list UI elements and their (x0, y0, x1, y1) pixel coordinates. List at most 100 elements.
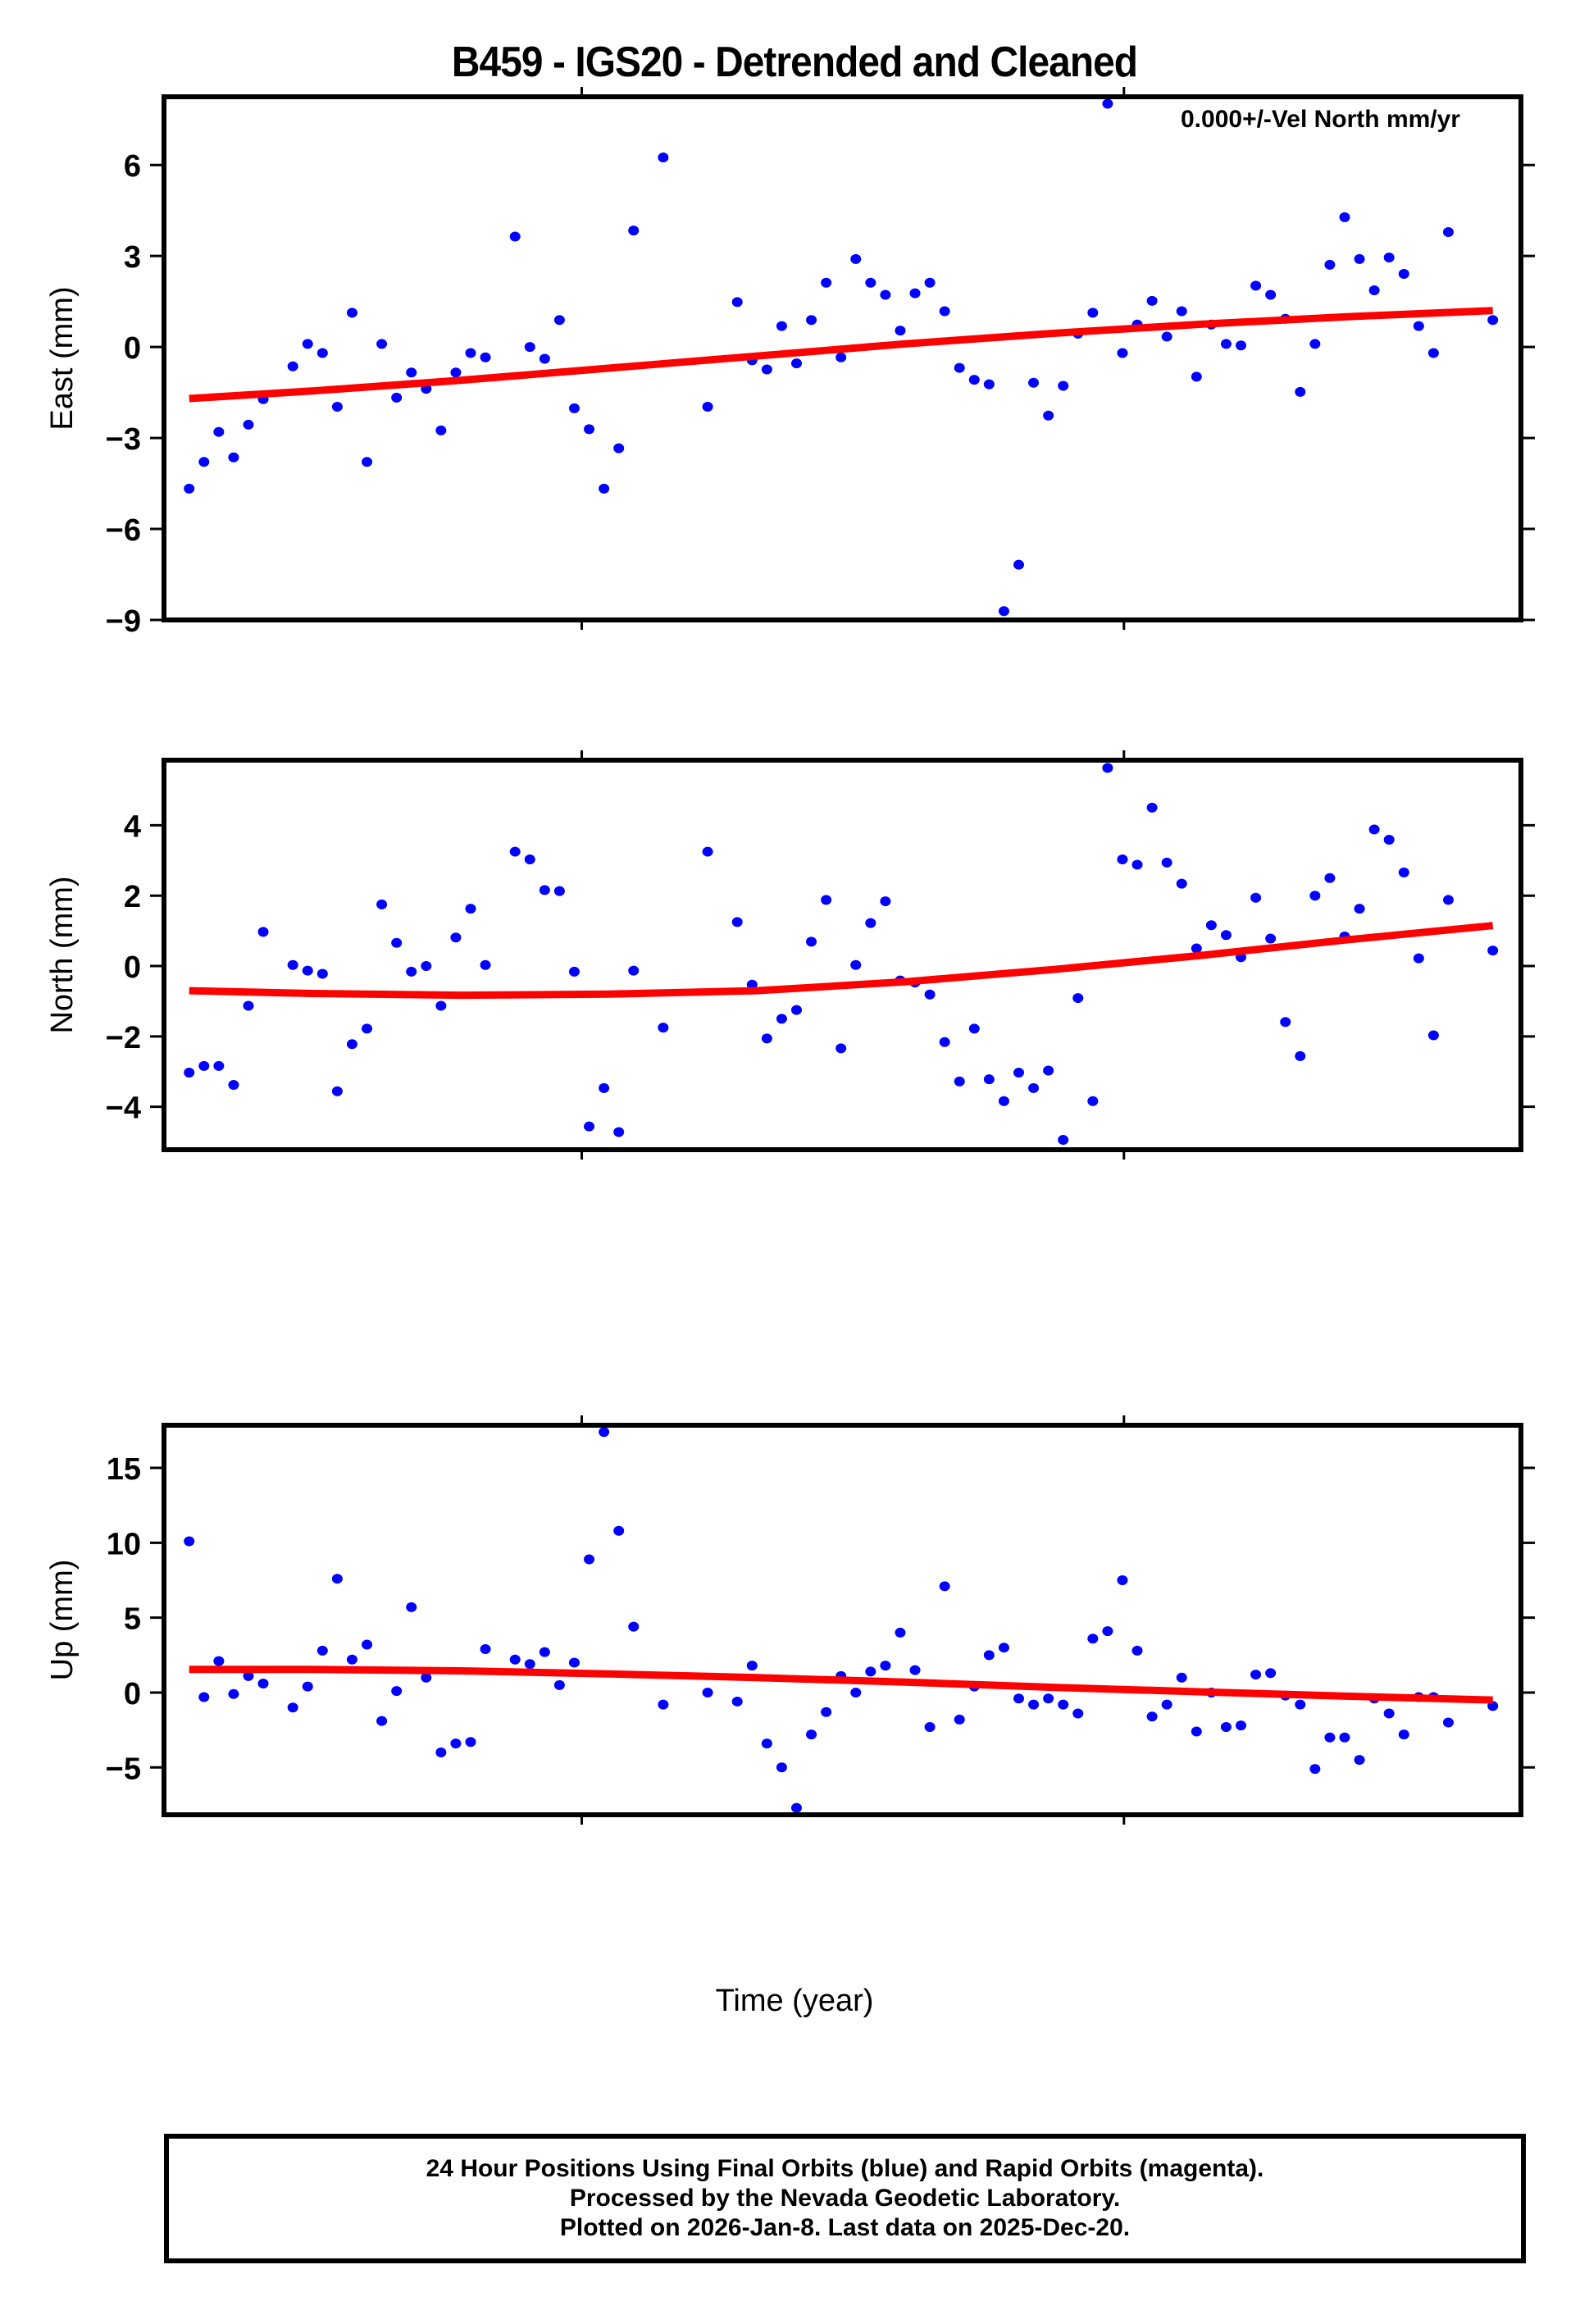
data-point (346, 1039, 357, 1050)
data-point (1220, 339, 1232, 349)
data-point (1398, 1729, 1409, 1740)
data-point (806, 936, 817, 947)
data-point (1028, 377, 1040, 388)
data-point (1161, 331, 1172, 342)
data-point (1072, 1708, 1084, 1719)
data-point (213, 1656, 225, 1666)
data-point (1058, 1699, 1069, 1710)
velocity-annotation: 0.000+/-Vel North mm/yr (1181, 106, 1460, 133)
data-point (865, 918, 876, 928)
data-point (1265, 289, 1277, 300)
data-point (465, 348, 476, 358)
data-point (435, 425, 447, 435)
data-point (1309, 1764, 1321, 1775)
data-point (257, 927, 269, 937)
data-point (1324, 259, 1336, 270)
data-point (465, 1737, 476, 1748)
data-point (421, 1672, 432, 1683)
data-point (1087, 308, 1099, 318)
data-point (376, 339, 388, 349)
data-point (376, 899, 388, 909)
data-point (568, 966, 580, 977)
data-point (1176, 306, 1187, 317)
data-point (731, 297, 743, 308)
data-point (702, 1687, 713, 1697)
data-point (1324, 873, 1336, 883)
plot-frame (162, 94, 1523, 622)
data-point (228, 1688, 239, 1699)
data-point (198, 1060, 210, 1071)
data-point (1131, 1645, 1143, 1656)
data-point (1117, 854, 1128, 865)
data-point (924, 1721, 936, 1732)
data-point (1383, 1708, 1395, 1719)
data-point (1442, 1717, 1454, 1728)
data-point (968, 375, 980, 385)
data-point (406, 1602, 417, 1612)
data-point (450, 367, 462, 378)
data-point (391, 392, 403, 403)
data-point (406, 966, 417, 977)
data-point (450, 932, 462, 943)
data-point (1250, 280, 1262, 291)
data-point (539, 1647, 550, 1657)
data-point (1413, 953, 1424, 964)
footer-info-box: 24 Hour Positions Using Final Orbits (bl… (164, 2134, 1526, 2263)
data-point (658, 1023, 669, 1033)
data-point (790, 358, 802, 369)
data-point (1131, 859, 1143, 870)
data-point (539, 353, 550, 364)
data-point (243, 1000, 254, 1011)
y-tick-label: −2 (106, 1021, 141, 1055)
data-point (346, 308, 357, 318)
data-point (1161, 857, 1172, 868)
data-point (850, 1687, 862, 1697)
data-point (509, 846, 521, 857)
data-point (1191, 371, 1202, 382)
data-point (584, 1554, 595, 1565)
data-point (1117, 1575, 1128, 1586)
panel-east: −9 −6 −3 0 3 6 East (mm) 0.000+/-Vel North mm/y… (45, 87, 1535, 639)
data-point (880, 289, 891, 300)
data-point (198, 1692, 210, 1702)
y-axis-label: North (mm) (45, 876, 80, 1033)
data-point (1087, 1096, 1099, 1106)
data-point (362, 1639, 373, 1650)
data-point (954, 1076, 965, 1087)
data-point (731, 1696, 743, 1707)
data-point (909, 288, 921, 298)
data-point (1043, 410, 1054, 421)
data-point (1146, 802, 1158, 813)
data-point (1146, 295, 1158, 306)
data-point (184, 1068, 195, 1078)
data-point (1354, 904, 1365, 914)
data-point (1265, 933, 1277, 944)
y-axis-label: East (mm) (45, 286, 80, 430)
plot-frame (162, 758, 1523, 1152)
data-point (628, 965, 640, 976)
data-point (539, 885, 550, 895)
data-point (1176, 878, 1187, 889)
data-point (983, 379, 995, 390)
data-point (895, 1627, 906, 1638)
data-point (331, 401, 343, 412)
data-point (316, 968, 328, 979)
footer-line-processed: Processed by the Nevada Geodetic Laborat… (569, 2185, 1121, 2212)
data-point (480, 959, 491, 970)
panel-up: −5 0 5 10 15 Up (mm) (45, 1415, 1535, 1825)
data-point (613, 1127, 625, 1137)
data-point (1427, 348, 1439, 358)
data-point (1487, 946, 1499, 956)
y-tick-label: −4 (106, 1091, 141, 1126)
data-point (1309, 339, 1321, 349)
data-point (1339, 1732, 1350, 1743)
data-point (850, 959, 862, 970)
data-point (1236, 1720, 1247, 1731)
data-point (1191, 943, 1202, 954)
chart-title: B459 - IGS20 - Detrended and Cleaned (451, 39, 1138, 86)
data-point (524, 1659, 535, 1670)
data-point (761, 1738, 772, 1749)
data-point (806, 1729, 817, 1740)
data-point (1087, 1634, 1099, 1644)
data-point (553, 886, 565, 896)
